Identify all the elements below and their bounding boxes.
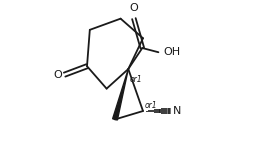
- Text: OH: OH: [163, 47, 180, 57]
- Polygon shape: [113, 69, 128, 120]
- Text: or1: or1: [145, 101, 158, 110]
- Text: N: N: [172, 106, 181, 116]
- Text: or1: or1: [130, 75, 142, 84]
- Text: O: O: [130, 3, 138, 13]
- Text: O: O: [53, 70, 62, 80]
